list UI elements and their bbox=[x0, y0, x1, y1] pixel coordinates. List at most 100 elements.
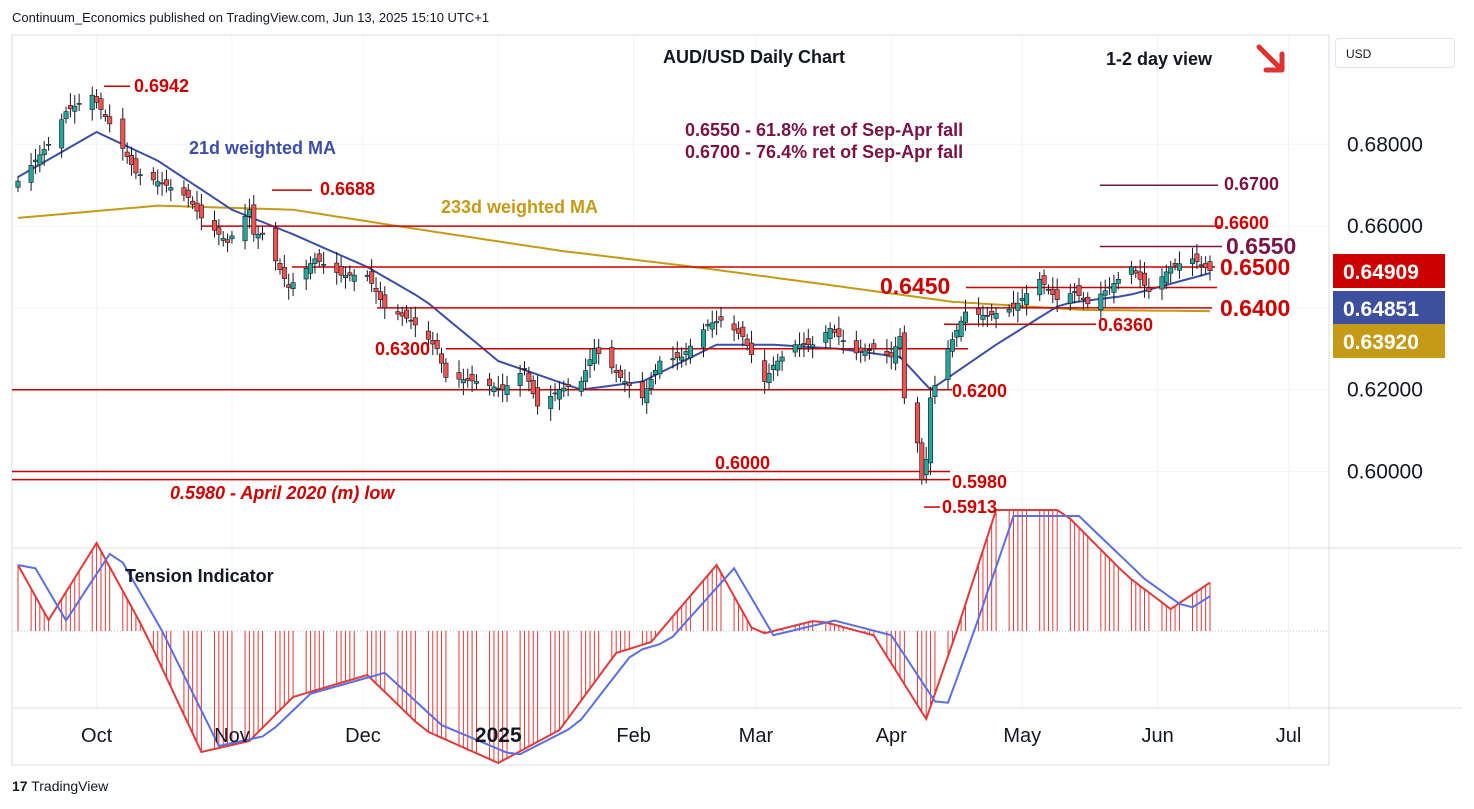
y-tick-label: 0.68000 bbox=[1347, 133, 1423, 156]
candle-up bbox=[945, 348, 951, 380]
candle-up bbox=[709, 322, 715, 330]
candle-up bbox=[155, 181, 161, 187]
level-lines bbox=[12, 85, 1222, 508]
level-label-0-6400: 0.6400 bbox=[1220, 295, 1290, 321]
candle-up bbox=[648, 379, 654, 389]
candle-down bbox=[373, 287, 379, 292]
candle-down bbox=[225, 239, 231, 243]
candle-down bbox=[919, 442, 925, 480]
currency-button[interactable]: USD bbox=[1335, 38, 1455, 68]
candle-down bbox=[674, 352, 680, 359]
candle-down bbox=[989, 310, 995, 316]
candle-up bbox=[517, 373, 523, 386]
candle-up bbox=[792, 344, 798, 353]
candle-up bbox=[775, 360, 781, 371]
candle-up bbox=[705, 323, 711, 327]
candle-up bbox=[46, 144, 52, 146]
candle-up bbox=[552, 392, 558, 395]
candle-up bbox=[897, 336, 903, 349]
candle-up bbox=[290, 282, 296, 289]
candle-up bbox=[1037, 278, 1043, 296]
candle-down bbox=[1194, 253, 1200, 263]
candle-down bbox=[866, 349, 872, 351]
candle-down bbox=[286, 284, 292, 288]
candle-down bbox=[338, 266, 344, 276]
candle-down bbox=[190, 200, 196, 205]
candle-down bbox=[456, 372, 462, 380]
candle-down bbox=[1050, 289, 1056, 295]
candle-up bbox=[1176, 263, 1182, 271]
candle-down bbox=[740, 326, 746, 337]
ma-21d-line bbox=[17, 130, 1211, 392]
level-label-0-6688: 0.6688 bbox=[320, 179, 375, 199]
price-badge-label: 0.63920 bbox=[1343, 331, 1419, 354]
candle-down bbox=[412, 317, 418, 326]
candle-down bbox=[1142, 272, 1148, 286]
candle-up bbox=[622, 381, 628, 384]
ma-21d-label: 21d weighted MA bbox=[189, 138, 336, 158]
y-tick-label: 0.62000 bbox=[1347, 379, 1423, 402]
candle-down bbox=[150, 171, 156, 181]
candle-down bbox=[1107, 286, 1113, 289]
level-label-0-6500: 0.6500 bbox=[1220, 254, 1290, 280]
candle-down bbox=[914, 402, 920, 444]
candle-up bbox=[351, 274, 357, 282]
candle-up bbox=[893, 346, 899, 364]
candle-up bbox=[1198, 264, 1204, 267]
candle-up bbox=[548, 395, 554, 409]
level-label-0-6550: 0.6550 bbox=[1226, 233, 1296, 259]
candle-down bbox=[194, 202, 200, 212]
x-tick-label: Nov bbox=[214, 725, 250, 747]
candle-down bbox=[618, 369, 624, 378]
candle-down bbox=[94, 96, 100, 103]
candle-down bbox=[1076, 285, 1082, 296]
candle-down bbox=[124, 151, 130, 157]
candle-down bbox=[858, 347, 864, 353]
candle-down bbox=[495, 387, 501, 390]
candle-down bbox=[377, 291, 383, 301]
candle-down bbox=[439, 353, 445, 364]
candle-up bbox=[657, 360, 663, 375]
x-tick-label: Apr bbox=[876, 725, 907, 747]
candle-down bbox=[487, 378, 493, 386]
tradingview-logo[interactable]: 17 TradingView bbox=[12, 778, 108, 794]
level-label-0-6000: 0.6000 bbox=[715, 453, 770, 473]
candle-up bbox=[701, 329, 707, 348]
candle-up bbox=[1015, 302, 1021, 311]
x-tick-label: Feb bbox=[616, 725, 650, 747]
candle-down bbox=[1146, 287, 1152, 292]
candle-down bbox=[735, 328, 741, 334]
candle-down bbox=[395, 311, 401, 315]
candle-up bbox=[59, 119, 65, 149]
candle-down bbox=[216, 227, 222, 235]
candle-down bbox=[1041, 275, 1047, 285]
candle-up bbox=[797, 344, 803, 349]
candle-up bbox=[1072, 291, 1078, 293]
candle-up bbox=[303, 268, 309, 280]
candle-down bbox=[762, 360, 768, 382]
candle-down bbox=[211, 220, 217, 231]
candle-up bbox=[408, 319, 414, 322]
candle-up bbox=[312, 258, 318, 264]
candle-down bbox=[434, 340, 440, 350]
candle-up bbox=[561, 387, 567, 392]
candle-up bbox=[28, 165, 34, 183]
candle-up bbox=[683, 351, 689, 355]
candle-down bbox=[430, 340, 436, 345]
candle-down bbox=[260, 232, 266, 235]
level-label-0-6700: 0.6700 bbox=[1224, 174, 1279, 194]
candle-up bbox=[1115, 278, 1121, 284]
candle-down bbox=[626, 382, 632, 386]
candle-up bbox=[1168, 266, 1174, 274]
candle-down bbox=[443, 362, 449, 378]
candle-up bbox=[229, 235, 235, 240]
candle-up bbox=[687, 345, 693, 358]
candle-down bbox=[976, 308, 982, 315]
candle-down bbox=[107, 116, 113, 125]
candle-up bbox=[823, 332, 829, 343]
candle-down bbox=[1011, 302, 1017, 309]
level-label-0-6942: 0.6942 bbox=[134, 76, 189, 96]
candle-up bbox=[168, 187, 174, 191]
candle-down bbox=[185, 189, 191, 198]
